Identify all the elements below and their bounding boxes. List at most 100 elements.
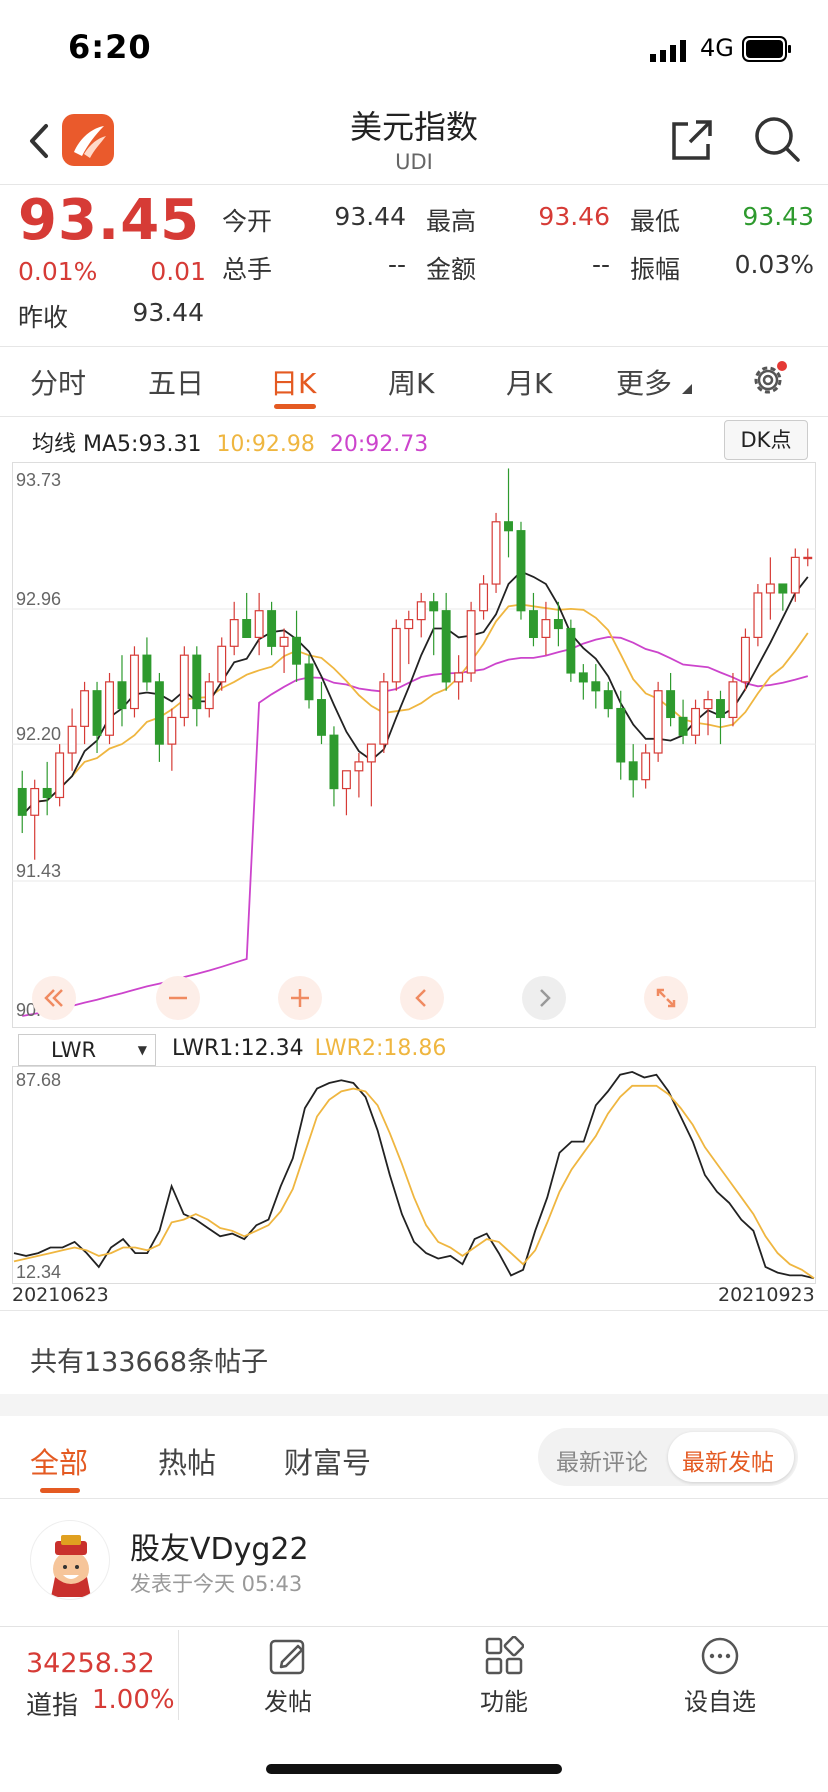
- tab-wealth[interactable]: 财富号: [284, 1446, 372, 1480]
- index-value[interactable]: 34258.32: [26, 1648, 155, 1679]
- double-chevron-left-icon: [44, 989, 63, 1007]
- add-watchlist-button[interactable]: 设自选: [660, 1636, 780, 1717]
- kline-grid: [12, 608, 816, 882]
- open-value: 93.44: [334, 202, 406, 231]
- candle-body: [67, 725, 77, 754]
- prev-close-label: 昨收: [18, 303, 69, 332]
- candle-body: [553, 619, 563, 630]
- prev-close-value: 93.44: [132, 298, 204, 327]
- candle-body: [803, 556, 813, 560]
- sort-latest-post[interactable]: 最新发帖: [682, 1450, 774, 1476]
- candle-body: [691, 707, 701, 736]
- candle-body: [17, 787, 27, 816]
- y-tick-label: 92.96: [16, 589, 61, 609]
- candles: [17, 468, 813, 860]
- amplitude-value: 0.03%: [734, 250, 814, 279]
- candle-body: [578, 672, 588, 683]
- tab-all[interactable]: 全部: [30, 1446, 89, 1480]
- lwr-y-ticks: 87.68 12.34: [16, 1070, 61, 1282]
- open-label: 今开: [222, 207, 273, 236]
- candle-body: [603, 690, 613, 710]
- prev-button[interactable]: [400, 976, 444, 1020]
- candle-body: [254, 610, 264, 639]
- candle-body: [541, 619, 551, 639]
- candle-body: [591, 681, 601, 692]
- candle-body: [641, 752, 651, 781]
- x-end-date: 20210923: [718, 1284, 815, 1306]
- candle-body: [42, 787, 52, 799]
- post-button[interactable]: 发帖: [228, 1636, 348, 1717]
- divider: [0, 346, 828, 347]
- ma-legend: 均线 MA5:93.31 10:92.98 20:92.73: [32, 426, 428, 458]
- candle-body: [653, 690, 663, 754]
- candle-body: [404, 619, 414, 630]
- signal-icon: [650, 40, 686, 62]
- post-author[interactable]: 股友VDyg22: [130, 1532, 309, 1567]
- battery-icon: [742, 36, 791, 62]
- tab-five-day[interactable]: 五日: [148, 367, 205, 400]
- candle-body: [528, 610, 538, 639]
- ma5-line: [21, 570, 809, 816]
- post-count: 共有133668条帖子: [30, 1347, 269, 1378]
- home-indicator: [266, 1764, 562, 1774]
- grid-icon: [485, 1636, 524, 1675]
- network-label: 4G: [700, 34, 734, 62]
- amount-value: --: [591, 250, 610, 279]
- tab-weekly-k[interactable]: 周K: [388, 367, 435, 400]
- chevron-left-icon: [415, 989, 426, 1007]
- ma20-value: 20:92.73: [329, 432, 429, 457]
- candle-body: [329, 734, 339, 790]
- candle-body: [616, 707, 626, 763]
- candle-body: [628, 761, 638, 781]
- ma-prefix: 均线: [32, 432, 77, 457]
- minus-icon: [169, 996, 187, 1000]
- indicator-select[interactable]: LWR ▼: [18, 1034, 156, 1066]
- candle-body: [292, 636, 302, 665]
- lwr1-line: [13, 1070, 815, 1280]
- search-icon[interactable]: [752, 114, 802, 164]
- tab-monthly-k[interactable]: 月K: [506, 367, 553, 400]
- lwr-chart: 87.68 12.34: [12, 1066, 816, 1284]
- divider: [0, 416, 828, 417]
- sort-active-pill: [668, 1432, 794, 1482]
- dk-point-button[interactable]: DK点: [724, 420, 808, 460]
- index-percent[interactable]: 1.00%: [92, 1685, 175, 1715]
- high-value: 93.46: [538, 202, 610, 231]
- next-button[interactable]: [522, 976, 566, 1020]
- candle-body: [778, 583, 788, 594]
- functions-button[interactable]: 功能: [444, 1636, 564, 1717]
- expand-icon: [656, 988, 676, 1008]
- candle-body: [516, 530, 526, 612]
- ma-lines: [21, 570, 809, 1017]
- amplitude-label: 振幅: [630, 255, 681, 284]
- zoom-out-button[interactable]: [156, 976, 200, 1020]
- candle-body: [154, 681, 164, 745]
- tab-more[interactable]: 更多: [616, 367, 673, 400]
- candle-body: [366, 743, 376, 763]
- sort-latest-comment[interactable]: 最新评论: [556, 1450, 648, 1476]
- share-icon[interactable]: [668, 116, 716, 164]
- candle-body: [666, 690, 676, 719]
- rewind-button[interactable]: [32, 976, 76, 1020]
- candle-body: [740, 636, 750, 683]
- change-value: 0.01: [150, 257, 206, 286]
- tab-intraday[interactable]: 分时: [30, 367, 87, 400]
- page-subtitle: UDI: [395, 150, 433, 174]
- volume-value: --: [387, 250, 406, 279]
- back-icon[interactable]: [22, 118, 56, 164]
- tab-daily-k[interactable]: 日K: [270, 367, 317, 400]
- fullscreen-button[interactable]: [644, 976, 688, 1020]
- plus-icon: [291, 989, 309, 1007]
- post-label: 发帖: [264, 1688, 312, 1716]
- avatar[interactable]: [30, 1520, 110, 1600]
- gear-icon[interactable]: [748, 360, 788, 400]
- tab-hot[interactable]: 热帖: [158, 1446, 217, 1480]
- zoom-in-button[interactable]: [278, 976, 322, 1020]
- index-name[interactable]: 道指: [26, 1691, 79, 1721]
- candle-body: [354, 761, 364, 772]
- candle-body: [466, 610, 476, 674]
- y-tick-label: 91.43: [16, 861, 61, 881]
- candle-body: [716, 699, 725, 719]
- candle-body: [317, 699, 326, 736]
